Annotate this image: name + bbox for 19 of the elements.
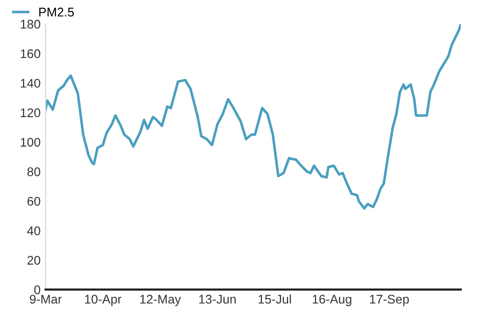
- y-tick-label: 120: [20, 108, 40, 118]
- line-series: [46, 24, 461, 210]
- y-tick-label: 40: [27, 226, 40, 236]
- y-tick-label: 80: [27, 167, 40, 176]
- legend-label: PM2.5: [39, 8, 74, 17]
- y-tick-label: 140: [20, 78, 40, 88]
- x-tick-label: 15-Jul: [258, 294, 291, 304]
- y-tick-label: 160: [20, 49, 40, 58]
- y-tick-label: 60: [27, 196, 40, 206]
- x-tick-label: 12-May: [140, 294, 181, 306]
- x-tick-label: 16-Aug: [312, 294, 352, 306]
- x-tick-label: 17-Sep: [370, 294, 409, 306]
- x-tick-label: 10-Apr: [85, 294, 122, 306]
- y-tick-label: 180: [20, 20, 40, 29]
- y-tick-label: 20: [27, 256, 40, 265]
- x-tick-label: 9-Mar: [30, 294, 62, 304]
- y-tick-label: 0: [34, 285, 40, 294]
- y-tick-label: 100: [20, 138, 40, 147]
- x-tick-label: 13-Jun: [199, 294, 236, 304]
